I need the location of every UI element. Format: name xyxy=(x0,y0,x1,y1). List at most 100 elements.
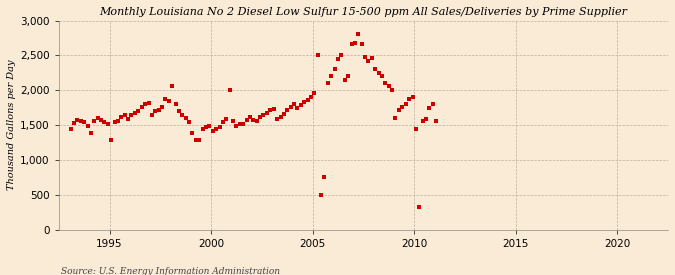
Point xyxy=(350,41,360,45)
Point xyxy=(407,94,418,99)
Point xyxy=(109,120,120,125)
Point xyxy=(82,124,93,128)
Point xyxy=(373,71,384,75)
Point xyxy=(221,117,232,121)
Point xyxy=(336,53,347,57)
Point xyxy=(353,32,364,37)
Point xyxy=(414,205,425,209)
Point xyxy=(207,129,218,134)
Title: Monthly Louisiana No 2 Diesel Low Sulfur 15-500 ppm All Sales/Deliveries by Prim: Monthly Louisiana No 2 Diesel Low Sulfur… xyxy=(99,7,627,17)
Point xyxy=(227,119,238,123)
Point xyxy=(170,102,181,106)
Point xyxy=(244,115,255,119)
Point xyxy=(187,131,198,135)
Text: Source: U.S. Energy Information Administration: Source: U.S. Energy Information Administ… xyxy=(61,267,279,275)
Point xyxy=(394,108,404,113)
Point xyxy=(383,84,394,88)
Point xyxy=(288,102,299,106)
Point xyxy=(410,127,421,131)
Point xyxy=(380,81,391,86)
Point xyxy=(204,124,215,128)
Point xyxy=(89,119,100,123)
Point xyxy=(241,117,252,122)
Point xyxy=(316,193,327,197)
Point xyxy=(150,109,161,113)
Point xyxy=(340,78,350,82)
Point xyxy=(346,42,357,46)
Point xyxy=(190,138,201,142)
Point xyxy=(153,108,164,112)
Point xyxy=(302,98,313,102)
Point xyxy=(431,119,441,123)
Point xyxy=(180,116,191,120)
Point xyxy=(160,97,171,101)
Point xyxy=(299,100,310,104)
Point xyxy=(261,110,272,115)
Point xyxy=(326,74,337,78)
Point xyxy=(76,119,86,123)
Point xyxy=(360,54,371,59)
Point xyxy=(106,138,117,143)
Point xyxy=(306,94,317,99)
Point xyxy=(286,105,296,109)
Point xyxy=(292,106,303,110)
Point xyxy=(184,119,194,124)
Point xyxy=(194,138,205,143)
Point xyxy=(329,67,340,71)
Point xyxy=(99,120,110,125)
Point xyxy=(217,119,228,124)
Point xyxy=(282,108,293,112)
Point xyxy=(272,117,283,121)
Point xyxy=(313,53,323,57)
Point xyxy=(177,112,188,117)
Point xyxy=(248,117,259,122)
Point xyxy=(424,106,435,110)
Point xyxy=(157,105,167,109)
Point xyxy=(163,99,174,104)
Point xyxy=(265,108,276,113)
Point xyxy=(72,118,83,122)
Point xyxy=(363,59,374,63)
Point xyxy=(211,127,221,131)
Point xyxy=(268,107,279,111)
Point xyxy=(214,124,225,129)
Point xyxy=(103,122,113,127)
Point xyxy=(143,101,154,105)
Y-axis label: Thousand Gallons per Day: Thousand Gallons per Day xyxy=(7,60,16,190)
Point xyxy=(309,91,320,95)
Point xyxy=(200,125,211,130)
Point xyxy=(387,87,398,92)
Point xyxy=(146,112,157,117)
Point xyxy=(113,119,124,123)
Point xyxy=(86,131,97,135)
Point xyxy=(417,119,428,123)
Point xyxy=(400,101,411,106)
Point xyxy=(234,122,245,126)
Point xyxy=(65,126,76,131)
Point xyxy=(333,57,344,61)
Point xyxy=(116,115,127,120)
Point xyxy=(136,105,147,109)
Point xyxy=(258,112,269,117)
Point xyxy=(296,103,306,107)
Point xyxy=(397,105,408,109)
Point xyxy=(370,67,381,72)
Point xyxy=(427,102,438,106)
Point xyxy=(356,42,367,46)
Point xyxy=(367,56,377,60)
Point xyxy=(130,110,140,115)
Point xyxy=(69,121,80,125)
Point xyxy=(167,84,178,88)
Point xyxy=(197,126,208,131)
Point xyxy=(275,115,286,120)
Point xyxy=(278,112,289,116)
Point xyxy=(96,118,107,122)
Point xyxy=(126,112,137,117)
Point xyxy=(421,117,431,121)
Point xyxy=(323,81,333,86)
Point xyxy=(255,115,266,120)
Point xyxy=(173,109,184,113)
Point xyxy=(343,74,354,78)
Point xyxy=(377,73,387,78)
Point xyxy=(79,120,90,125)
